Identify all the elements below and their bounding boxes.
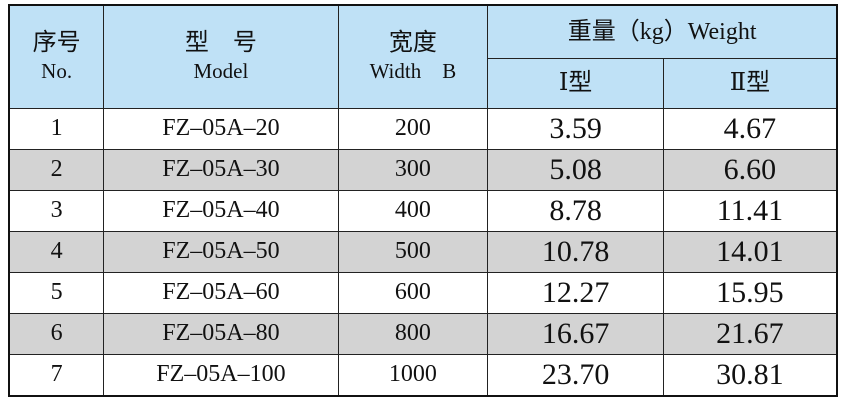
- table-cell: 15.95: [662, 271, 838, 314]
- table-cell: 4: [8, 230, 105, 273]
- header-cell: 宽度 Width B: [337, 4, 489, 109]
- table-row: 3 FZ–05A–40 400 8.78 11.41: [8, 189, 838, 232]
- table-row: 4 FZ–05A–50 500 10.78 14.01: [8, 230, 838, 273]
- table-row: 1 FZ–05A–20 200 3.59 4.67: [8, 107, 838, 150]
- header-en: No.: [41, 58, 73, 83]
- table-cell: FZ–05A–60: [103, 271, 339, 314]
- table-row: 6 FZ–05A–80 800 16.67 21.67: [8, 312, 838, 355]
- table-cell: 12.27: [487, 271, 664, 314]
- header-zh: 型 号: [184, 29, 257, 56]
- table-cell: 7: [8, 353, 105, 396]
- table-cell: FZ–05A–20: [103, 107, 339, 150]
- table-cell: FZ–05A–40: [103, 189, 339, 232]
- table-cell: 30.81: [662, 353, 838, 396]
- table-cell: 8.78: [487, 189, 664, 232]
- table-cell: 16.67: [487, 312, 664, 355]
- table-cell: 400: [337, 189, 489, 232]
- header-cell: 型 号 Model: [103, 4, 339, 109]
- table-cell: 14.01: [662, 230, 838, 273]
- table-cell: 300: [337, 148, 489, 191]
- table-cell: FZ–05A–80: [103, 312, 339, 355]
- table-cell: 23.70: [487, 353, 664, 396]
- weight-table: 序号 No. 型 号 Model 宽度 Width B 重量（kg）Weight Ⅰ型…: [8, 4, 838, 397]
- header-zh: 宽度: [388, 29, 437, 56]
- table-cell: 10.78: [487, 230, 664, 273]
- header-cell: Ⅰ型: [487, 57, 664, 109]
- table-cell: 4.67: [662, 107, 838, 150]
- table-cell: FZ–05A–50: [103, 230, 339, 273]
- table-cell: 800: [337, 312, 489, 355]
- header-cell: 序号 No.: [8, 4, 105, 109]
- table-cell: 600: [337, 271, 489, 314]
- table-cell: FZ–05A–30: [103, 148, 339, 191]
- table-cell: 1000: [337, 353, 489, 396]
- header-en: Model: [193, 58, 249, 83]
- header-zh: 序号: [32, 29, 81, 56]
- table-cell: 6.60: [662, 148, 838, 191]
- table-cell: 200: [337, 107, 489, 150]
- table-cell: 3.59: [487, 107, 664, 150]
- table-cell: 2: [8, 148, 105, 191]
- table-cell: 11.41: [662, 189, 838, 232]
- header-cell: Ⅱ型: [662, 57, 838, 109]
- table-row: 2 FZ–05A–30 300 5.08 6.60: [8, 148, 838, 191]
- header-en: Width B: [369, 58, 457, 83]
- table-row: 7 FZ–05A–100 1000 23.70 30.81: [8, 353, 838, 396]
- table-cell: FZ–05A–100: [103, 353, 339, 396]
- table-body: 1 FZ–05A–20 200 3.59 4.67 2 FZ–05A–30 300 5.08 6.…: [8, 107, 838, 396]
- table-cell: 5: [8, 271, 105, 314]
- table-cell: 21.67: [662, 312, 838, 355]
- table-row: 5 FZ–05A–60 600 12.27 15.95: [8, 271, 838, 314]
- table-cell: 3: [8, 189, 105, 232]
- table-cell: 1: [8, 107, 105, 150]
- table-cell: 500: [337, 230, 489, 273]
- table-header: 序号 No. 型 号 Model 宽度 Width B 重量（kg）Weight Ⅰ型…: [8, 4, 838, 109]
- table-cell: 6: [8, 312, 105, 355]
- table-cell: 5.08: [487, 148, 664, 191]
- header-cell: 重量（kg）Weight: [487, 4, 838, 59]
